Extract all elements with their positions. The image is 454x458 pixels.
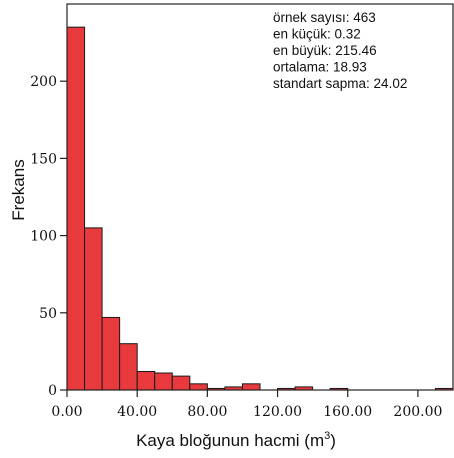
- x-tick-label-0: 0.00: [51, 404, 82, 420]
- x-tick-label-3: 120.00: [253, 404, 302, 420]
- x-axis-label-close: ): [330, 431, 336, 450]
- x-axis: 0.00 40.00 80.00 120.00 160.00 200.00: [51, 390, 442, 420]
- y-tick-label-0: 0: [48, 383, 57, 399]
- histogram-bar-10: [241, 383, 261, 391]
- stats-line-0: örnek sayısı: 463: [273, 10, 376, 25]
- x-tick-label-2: 80.00: [187, 404, 227, 420]
- y-tick-label-4: 200: [30, 74, 57, 90]
- histogram-bar-2: [101, 316, 121, 391]
- y-axis-label: Frekans: [9, 159, 28, 220]
- plot-frame: [66, 3, 454, 391]
- x-axis-label-main: Kaya bloğunun hacmi (m: [136, 431, 324, 450]
- y-tick-label-1: 50: [39, 306, 57, 322]
- x-axis-label-superscript: 3: [324, 430, 330, 442]
- stats-line-3: ortalama: 18.93: [273, 60, 367, 75]
- histogram-bar-3: [119, 343, 138, 391]
- histogram-bar-7: [189, 383, 208, 391]
- x-tick-label-4: 160.00: [323, 404, 372, 420]
- stats-line-1: en küçük: 0.32: [273, 27, 361, 42]
- y-tick-label-3: 150: [30, 151, 57, 167]
- x-tick-label-5: 200.00: [393, 404, 442, 420]
- x-axis-label: Kaya bloğunun hacmi (m3): [136, 430, 336, 450]
- histogram-bar-5: [154, 372, 173, 391]
- histogram-bar-0: [66, 26, 86, 391]
- stats-line-2: en büyük: 215.46: [273, 43, 377, 58]
- x-tick-label-1: 40.00: [117, 404, 157, 420]
- histogram-bars: [66, 26, 454, 391]
- y-tick-label-2: 100: [30, 229, 57, 245]
- stats-line-4: standart sapma: 24.02: [273, 76, 407, 91]
- y-axis: 0 50 100 150 200: [30, 74, 67, 399]
- histogram-bar-6: [171, 375, 191, 391]
- histogram-bar-4: [136, 370, 156, 391]
- histogram-bar-1: [84, 227, 103, 391]
